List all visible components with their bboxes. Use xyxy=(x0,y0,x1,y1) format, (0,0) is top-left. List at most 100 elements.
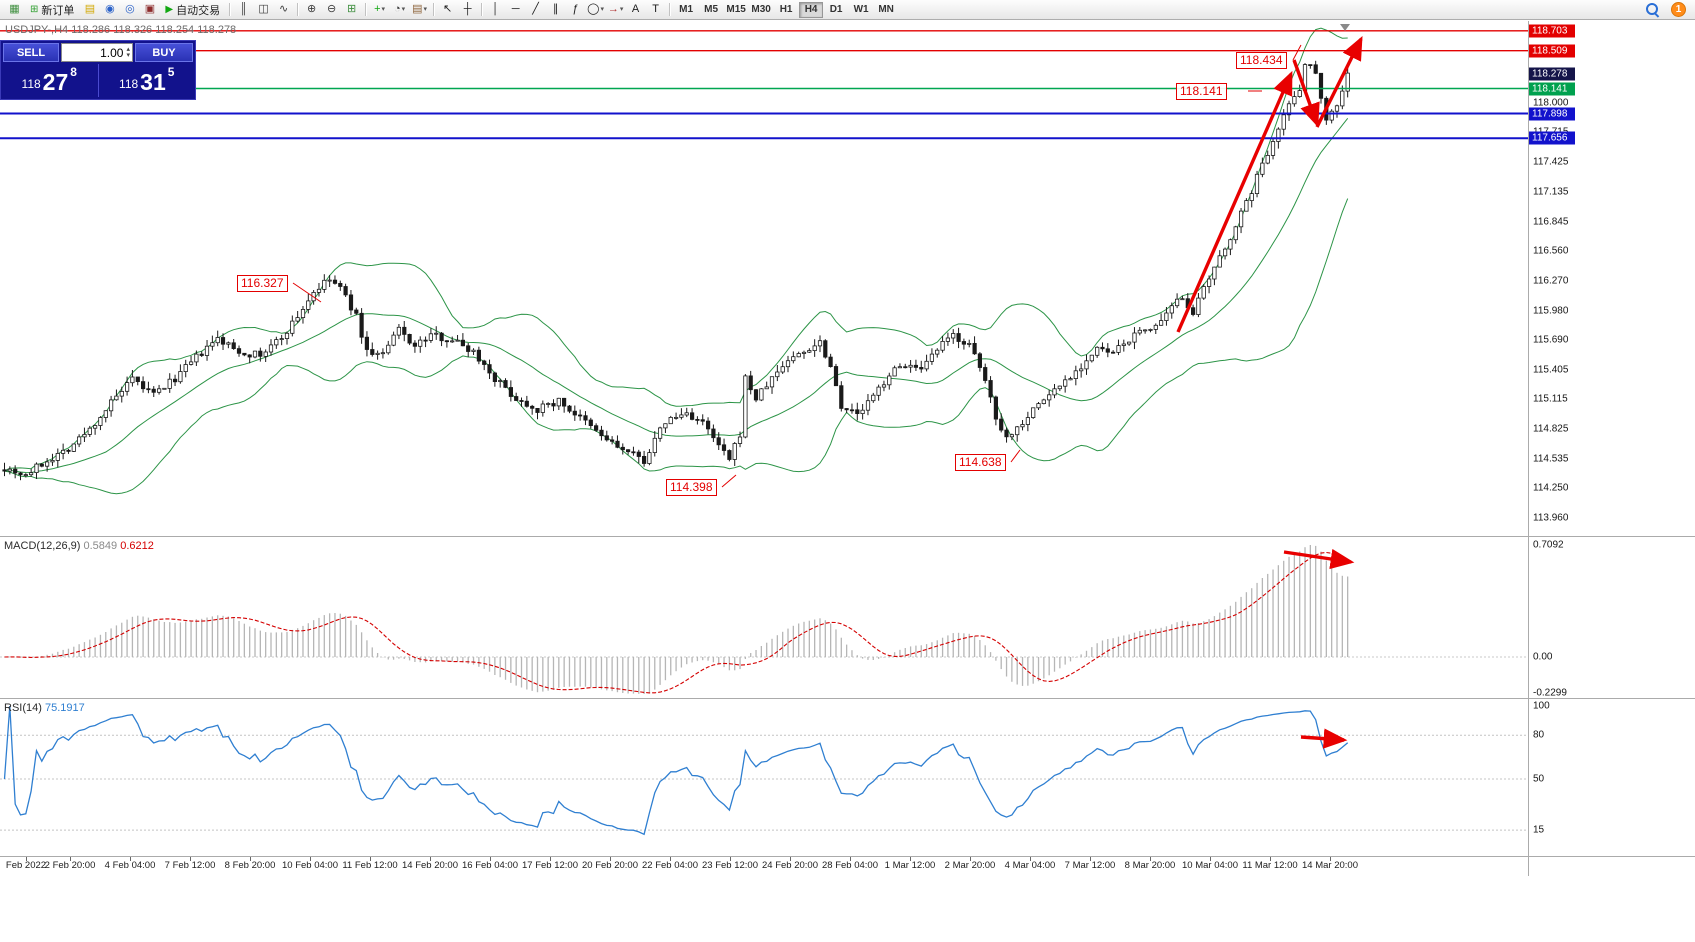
horizontal-line-icon[interactable]: ─ xyxy=(511,3,520,15)
timeframe-m30-button[interactable]: M30 xyxy=(751,4,771,15)
zoom-in-icon[interactable]: ⊕ xyxy=(306,3,317,15)
vertical-line-icon[interactable]: │ xyxy=(492,3,500,15)
macd-axis-label: -0.2299 xyxy=(1533,687,1567,699)
timeframe-m15-button[interactable]: M15 xyxy=(726,4,746,15)
buy-price-big: 118 xyxy=(119,77,139,91)
periods-icon[interactable]: ◔ ▾ xyxy=(390,1,409,18)
trend-arrow[interactable] xyxy=(1176,70,1293,333)
search-icon[interactable] xyxy=(1645,2,1660,17)
templates-icon[interactable]: ▤ ▾ xyxy=(410,1,429,18)
timeframe-h1-button[interactable]: H1 xyxy=(779,4,793,15)
price-axis-label: 116.845 xyxy=(1533,216,1569,228)
trend-arrow[interactable] xyxy=(1292,59,1320,128)
buy-button[interactable]: BUY xyxy=(135,43,193,62)
history-center-icon[interactable]: ▤ xyxy=(84,3,96,15)
text-icon[interactable]: A xyxy=(631,3,640,15)
trend-arrow[interactable] xyxy=(1283,548,1355,570)
timeframe-h4-button[interactable]: H4 xyxy=(799,1,824,18)
autotrading-label: 自动交易 xyxy=(176,4,221,17)
main-chart xyxy=(0,24,1528,495)
price-axis-tag: 118.703 xyxy=(1529,24,1575,38)
buy-price[interactable]: 118 31 5 xyxy=(97,64,196,97)
price-annotation-114-638[interactable]: 114.638 xyxy=(955,454,1006,471)
templates-icon-dropdown: ▾ xyxy=(423,6,428,13)
time-axis-label: 8 Mar 20:00 xyxy=(1124,860,1176,871)
toolbar-separator xyxy=(433,3,435,16)
price-annotation-114-398[interactable]: 114.398 xyxy=(666,479,717,496)
volume-down-icon[interactable]: ▾ xyxy=(126,51,130,59)
tile-windows-icon[interactable]: ⊞ xyxy=(346,3,357,15)
cursor-icon[interactable]: ↖ xyxy=(442,3,453,15)
time-axis-label: 2 Mar 20:00 xyxy=(944,860,996,871)
terminal-icon[interactable]: ▣ xyxy=(144,3,156,15)
rsi-name: RSI(14) xyxy=(4,702,42,714)
price-axis-label: 114.250 xyxy=(1533,482,1569,494)
timeframe-mn-button[interactable]: MN xyxy=(878,4,894,15)
trendline-icon[interactable]: ╱ xyxy=(532,3,539,15)
new-chart-icon[interactable]: ▦ xyxy=(9,3,20,15)
time-axis-label: 20 Feb 20:00 xyxy=(582,860,638,871)
shapes-icon[interactable]: ◯ ▾ xyxy=(586,1,605,18)
arrows-icon[interactable]: → ▾ xyxy=(606,1,625,18)
bar-chart-icon[interactable]: ║ xyxy=(239,3,248,15)
volume-up-icon[interactable]: ▴ xyxy=(126,45,130,53)
text-label-icon[interactable]: T xyxy=(652,3,659,15)
price-axis-label: 117.425 xyxy=(1533,156,1569,168)
sell-price[interactable]: 118 27 8 xyxy=(1,64,98,97)
periods-icon-dropdown: ▾ xyxy=(401,6,406,13)
time-axis-tick xyxy=(430,857,431,861)
timeframe-m1-button[interactable]: M1 xyxy=(679,4,694,15)
fibonacci-icon[interactable]: ƒ xyxy=(572,3,579,15)
macd-signal-line xyxy=(4,551,1348,694)
time-axis-tick xyxy=(1210,857,1211,861)
indicators-icon[interactable]: + ▾ xyxy=(370,1,389,18)
time-axis-label: 24 Feb 20:00 xyxy=(762,860,818,871)
time-axis-label: 1 Mar 12:00 xyxy=(884,860,936,871)
line-chart-icon[interactable]: ∿ xyxy=(278,3,289,15)
rsi-value: 75.1917 xyxy=(44,702,85,714)
trend-arrow[interactable] xyxy=(1300,728,1348,749)
chart-shift-marker[interactable] xyxy=(1340,24,1350,31)
time-axis-label: 8 Feb 20:00 xyxy=(224,860,276,871)
timeframe-w1-button[interactable]: W1 xyxy=(853,4,869,15)
new-order-icon: ⊞ xyxy=(30,4,39,15)
navigator-icon[interactable]: ◎ xyxy=(125,3,135,15)
time-axis-tick xyxy=(250,857,251,861)
crosshair-icon[interactable]: ┼ xyxy=(463,3,472,15)
price-axis-label: 115.405 xyxy=(1533,364,1569,375)
price-annotation-116-327[interactable]: 116.327 xyxy=(237,275,288,292)
toolbar-separator xyxy=(297,3,299,16)
volume-field[interactable]: 1.00 ▴ ▾ xyxy=(61,43,133,62)
price-axis-tag: 118.141 xyxy=(1529,82,1575,95)
toolbar-separator xyxy=(229,3,231,16)
macd-label: MACD(12,26,9) 0.5849 0.6212 xyxy=(4,540,154,552)
time-axis-label: 10 Feb 04:00 xyxy=(282,860,338,871)
new-order-button[interactable]: ⊞ 新订单 xyxy=(25,1,79,18)
macd-signal-value: 0.6212 xyxy=(120,540,154,552)
timeframe-m5-button[interactable]: M5 xyxy=(704,4,719,15)
trend-arrow[interactable] xyxy=(1315,35,1363,128)
bollinger-bands xyxy=(4,27,1349,495)
price-annotation-118-141[interactable]: 118.141 xyxy=(1176,83,1227,100)
sell-button[interactable]: SELL xyxy=(3,43,59,62)
notification-badge[interactable]: 1 xyxy=(1671,2,1686,17)
new-order-label: 新订单 xyxy=(41,4,75,17)
timeframe-d1-button[interactable]: D1 xyxy=(829,4,843,15)
macd-panel-separator[interactable] xyxy=(0,536,1695,537)
price-axis-tag: 117.898 xyxy=(1529,107,1575,120)
time-axis-tick xyxy=(1150,857,1151,861)
channel-icon[interactable]: ∥ xyxy=(552,3,559,15)
rsi-panel-separator[interactable] xyxy=(0,698,1695,699)
volume-spinner: ▴ ▾ xyxy=(126,45,130,59)
price-annotation-118-434[interactable]: 118.434 xyxy=(1236,52,1287,69)
market-watch-icon[interactable]: ◉ xyxy=(105,3,115,15)
sell-price-sup: 8 xyxy=(70,65,77,79)
autotrading-button[interactable]: ▶ 自动交易 xyxy=(160,1,225,18)
time-axis-tick xyxy=(370,857,371,861)
macd-name: MACD(12,26,9) xyxy=(4,540,81,552)
candlestick-chart-icon[interactable]: ◫ xyxy=(258,3,269,15)
annotation-pointer xyxy=(721,474,737,488)
zoom-out-icon[interactable]: ⊖ xyxy=(326,3,337,15)
macd-axis-label: 0.7092 xyxy=(1533,539,1564,551)
time-axis-tick xyxy=(550,857,551,861)
